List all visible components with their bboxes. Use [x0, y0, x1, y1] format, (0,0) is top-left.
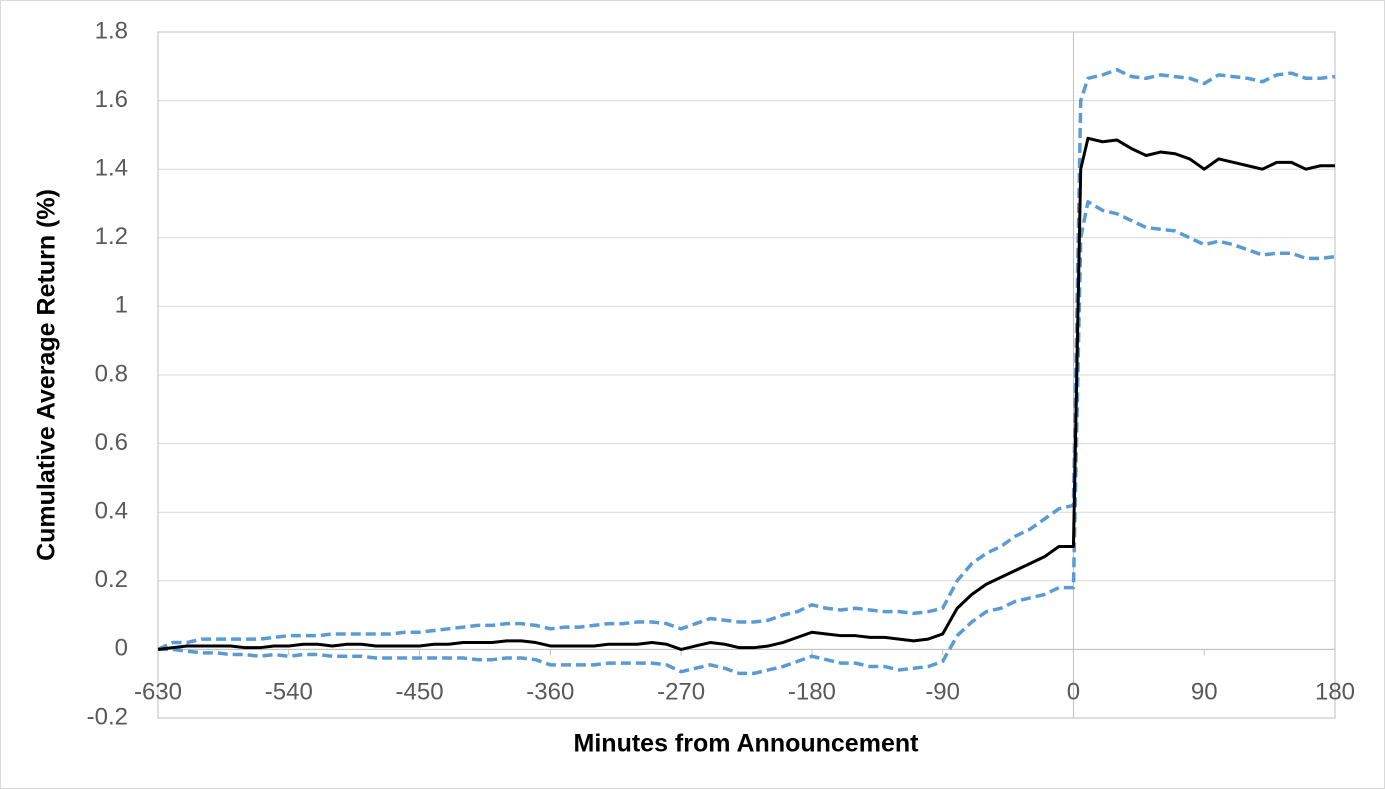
confidence-band-line: [157, 67, 1336, 651]
mean-line: [157, 136, 1335, 651]
y-tick-label: 1.4: [95, 155, 128, 182]
x-tick-label: -90: [925, 679, 960, 706]
y-tick-label: 1.8: [95, 17, 128, 44]
x-tick-label: -630: [134, 679, 182, 706]
x-tick-label: 90: [1191, 679, 1218, 706]
plot-border: [157, 31, 1336, 719]
y-axis-title: Cumulative Average Return (%): [33, 189, 61, 561]
y-tick-label: 0.2: [95, 566, 128, 593]
y-tick-label: 1.6: [95, 86, 128, 113]
confidence-band-line: [158, 200, 1336, 676]
y-tick-label: 1: [115, 292, 128, 319]
x-tick-label: -360: [526, 679, 574, 706]
y-tick-label: 0.8: [95, 360, 128, 387]
x-tick-label: 0: [1067, 679, 1080, 706]
x-tick-label: -180: [788, 679, 836, 706]
x-axis-title: Minutes from Announcement: [574, 730, 920, 758]
x-tick-label: -540: [265, 679, 313, 706]
y-tick-label: 0.4: [95, 498, 128, 525]
y-tick-label: -0.2: [87, 703, 128, 730]
y-tick-label: 1.2: [95, 223, 128, 250]
x-tick-label: 180: [1315, 679, 1355, 706]
x-tick-label: -270: [657, 679, 705, 706]
y-tick-label: 0: [115, 635, 128, 662]
y-tick-label: 0.6: [95, 429, 128, 456]
x-tick-label: -450: [396, 679, 444, 706]
